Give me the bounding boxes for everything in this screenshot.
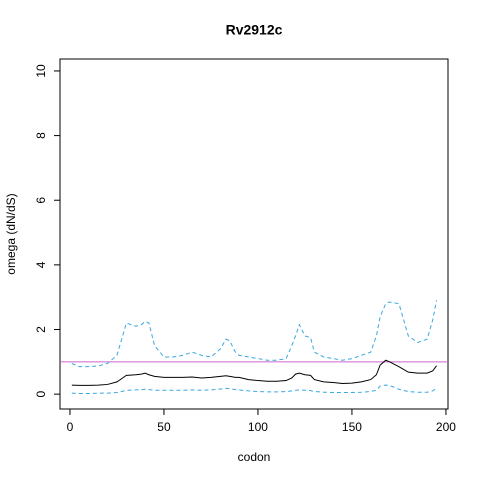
series-line (71, 300, 438, 368)
series-line (71, 384, 437, 394)
y-tick-label: 0 (34, 390, 48, 397)
x-tick-label: 100 (248, 420, 268, 434)
y-axis-label: omega (dN/dS) (4, 193, 18, 274)
x-axis-label: codon (238, 450, 271, 464)
y-tick-label: 8 (34, 132, 48, 139)
y-tick-label: 10 (34, 64, 48, 78)
x-tick-label: 200 (436, 420, 456, 434)
x-tick-label: 0 (67, 420, 74, 434)
x-tick-label: 50 (157, 420, 171, 434)
chart-title: Rv2912c (226, 22, 283, 38)
y-tick-label: 6 (34, 197, 48, 204)
y-tick-label: 2 (34, 326, 48, 333)
series-line (71, 359, 437, 386)
y-tick-label: 4 (34, 261, 48, 268)
x-tick-label: 150 (342, 420, 362, 434)
